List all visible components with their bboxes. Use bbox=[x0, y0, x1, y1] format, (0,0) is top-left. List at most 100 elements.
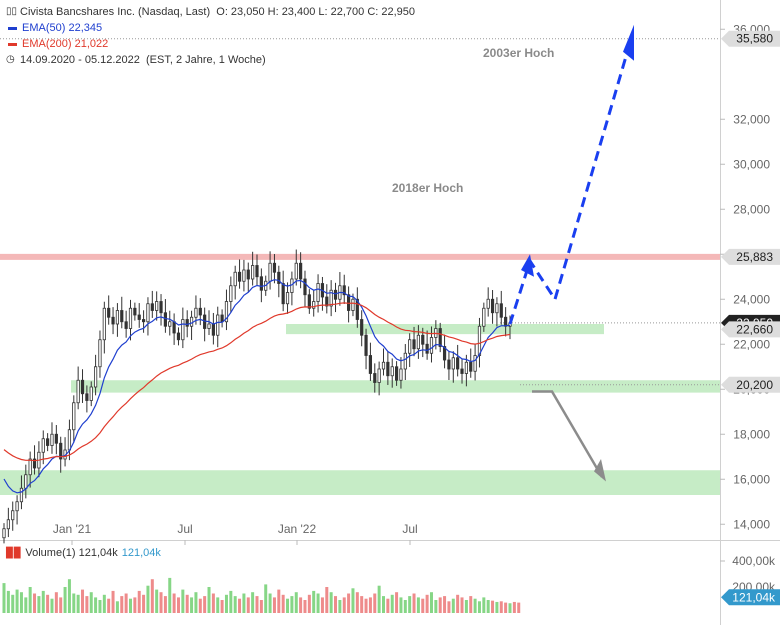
volume-bar bbox=[211, 593, 215, 613]
candle-body bbox=[41, 438, 45, 453]
candle-body bbox=[54, 433, 58, 444]
candle-body bbox=[150, 303, 154, 311]
candle-body bbox=[76, 379, 80, 404]
candle bbox=[442, 334, 447, 369]
candle-body bbox=[368, 355, 373, 374]
annotation-hoch-2003: 2003er Hoch bbox=[483, 46, 554, 60]
volume-bar bbox=[286, 598, 290, 613]
volume-bar bbox=[434, 600, 438, 613]
candle-body bbox=[85, 393, 89, 401]
candle-body bbox=[390, 366, 394, 377]
volume-bar bbox=[342, 597, 346, 613]
candle bbox=[224, 289, 229, 331]
candle bbox=[342, 274, 346, 304]
volume-bar bbox=[63, 587, 67, 613]
ema50-swatch bbox=[8, 26, 17, 30]
candle bbox=[159, 294, 163, 326]
volume-bar bbox=[377, 585, 381, 613]
candle-body bbox=[11, 510, 15, 521]
candle bbox=[390, 358, 394, 388]
candle-body bbox=[381, 361, 386, 370]
volume-bar bbox=[368, 597, 372, 613]
candle bbox=[137, 303, 141, 328]
volume-bar bbox=[390, 594, 394, 613]
candle bbox=[198, 298, 202, 326]
volume-bar bbox=[294, 592, 298, 613]
volume-bar bbox=[307, 594, 311, 613]
candle-body bbox=[242, 269, 246, 282]
candle-body bbox=[259, 276, 263, 291]
volume-bar bbox=[429, 592, 433, 613]
y-tick-label: 18,000 bbox=[733, 427, 770, 441]
candle bbox=[281, 270, 285, 312]
candle-body bbox=[2, 528, 6, 539]
candle bbox=[124, 310, 128, 338]
volume-bar bbox=[412, 593, 416, 613]
candle bbox=[163, 299, 167, 333]
candle-body bbox=[98, 339, 102, 368]
candle-body bbox=[377, 368, 381, 383]
candle bbox=[364, 328, 368, 370]
candle-body bbox=[102, 307, 106, 341]
annotation-hoch-2018: 2018er Hoch bbox=[392, 181, 463, 195]
volume-bar bbox=[325, 587, 329, 613]
candle bbox=[72, 395, 76, 443]
volume-bar bbox=[312, 590, 316, 613]
candle bbox=[285, 282, 290, 314]
candle-body bbox=[469, 361, 473, 372]
volume-bar bbox=[194, 592, 198, 613]
volume-bar bbox=[168, 577, 172, 613]
volume-bar bbox=[473, 598, 477, 613]
candle-body bbox=[333, 289, 338, 300]
candle-body bbox=[141, 319, 146, 323]
forecast-up-head-1 bbox=[521, 254, 534, 277]
candlestick-icon: ▯▯ bbox=[6, 6, 18, 17]
volume-bar bbox=[224, 594, 228, 613]
candle-body bbox=[46, 438, 50, 446]
candle bbox=[203, 307, 207, 342]
candle bbox=[333, 282, 338, 313]
volume-bar bbox=[15, 589, 19, 613]
candle-body bbox=[163, 312, 167, 327]
candle bbox=[94, 354, 98, 396]
candle-body bbox=[15, 501, 19, 512]
volume-bar bbox=[386, 598, 390, 613]
candle bbox=[394, 361, 399, 386]
candle bbox=[32, 445, 37, 475]
candle-body bbox=[255, 265, 259, 278]
candle bbox=[469, 348, 473, 378]
candle bbox=[85, 385, 89, 413]
candle-body bbox=[19, 487, 24, 503]
volume-bar bbox=[351, 588, 355, 613]
candle-body bbox=[416, 334, 420, 350]
ohlc-values: O: 23,050 H: 23,400 L: 22,700 C: 22,950 bbox=[216, 6, 416, 18]
candle bbox=[181, 307, 185, 349]
candle-body bbox=[146, 303, 150, 323]
candle bbox=[172, 313, 176, 345]
candle-body bbox=[325, 296, 329, 307]
support-zone-low bbox=[0, 470, 720, 495]
volume-bar bbox=[334, 596, 338, 613]
volume-value-secondary: 121,04k bbox=[121, 547, 161, 559]
price-tag-2018-shape bbox=[721, 248, 780, 265]
ema200-line bbox=[3, 302, 511, 462]
candle-body bbox=[442, 346, 447, 361]
volume-bar bbox=[124, 593, 128, 613]
candle-body bbox=[499, 303, 503, 318]
candle-body bbox=[355, 298, 359, 320]
volume-bar bbox=[120, 596, 124, 613]
x-tick-label: Jan '21 bbox=[53, 522, 92, 536]
price-tag-support-shape bbox=[721, 376, 780, 393]
candle-body bbox=[360, 319, 364, 336]
candle bbox=[307, 289, 311, 314]
price-tag-2003-text: 35,580 bbox=[736, 32, 773, 46]
candle-body bbox=[237, 271, 242, 282]
volume-bar bbox=[238, 598, 242, 613]
volume-legend: ▉▉ Volume(1) 121,04k 121,04k bbox=[6, 547, 161, 559]
y-tick-label: 22,000 bbox=[733, 337, 770, 351]
legend-period-row: ◷ 14.09.2020 - 05.12.2022 (EST, 2 Jahre,… bbox=[6, 52, 415, 68]
candle bbox=[360, 310, 364, 347]
volume-bar bbox=[246, 597, 250, 613]
volume-bar bbox=[185, 594, 189, 613]
candle bbox=[373, 363, 377, 393]
